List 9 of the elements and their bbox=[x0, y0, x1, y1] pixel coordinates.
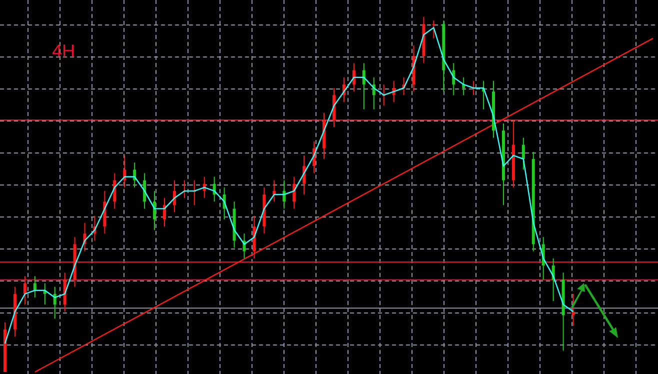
candlestick bbox=[153, 190, 156, 230]
candlestick bbox=[23, 276, 26, 306]
candlestick bbox=[33, 276, 36, 298]
candlestick bbox=[163, 198, 166, 227]
candlestick bbox=[362, 62, 366, 110]
candlestick bbox=[572, 293, 575, 326]
candlestick bbox=[522, 137, 525, 170]
candlestick bbox=[432, 20, 436, 39]
annotation: 4H bbox=[52, 41, 76, 61]
